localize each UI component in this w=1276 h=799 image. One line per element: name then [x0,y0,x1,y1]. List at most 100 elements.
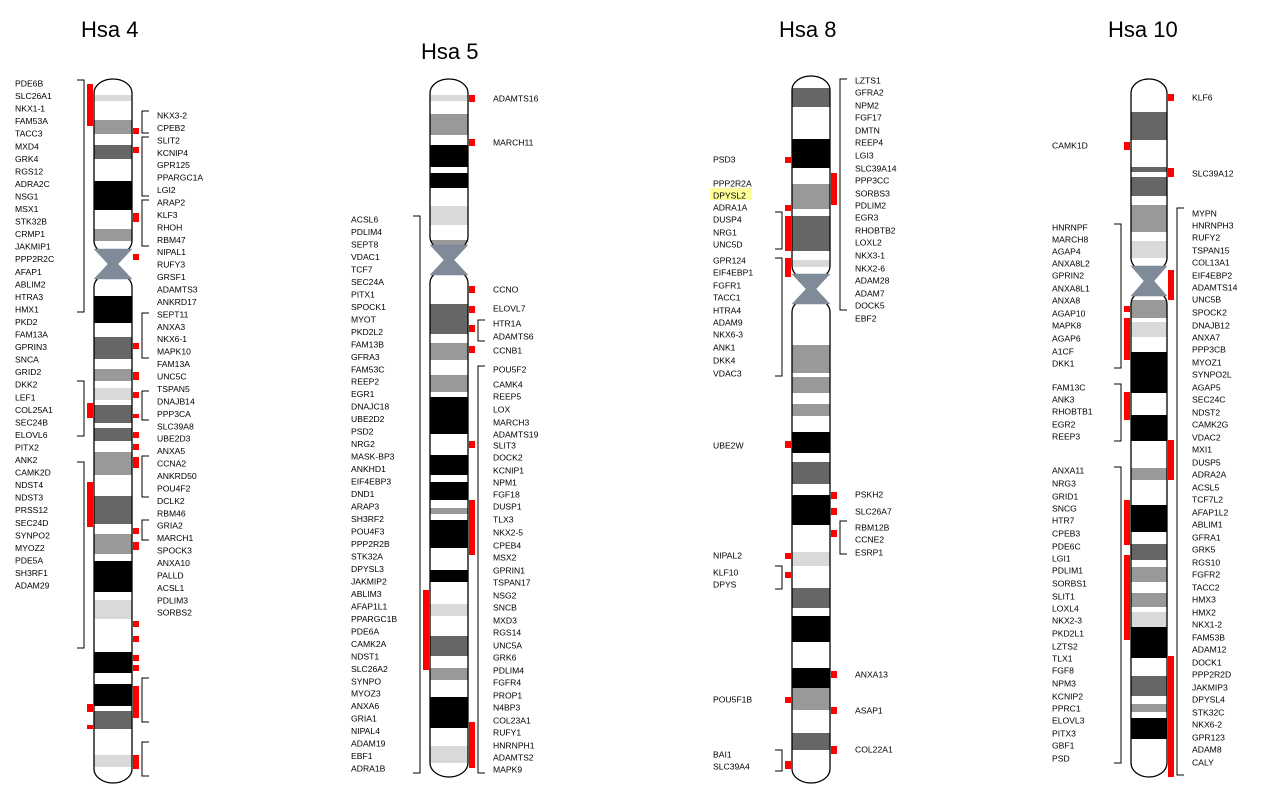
gene-label-left: PSD3 [713,155,736,165]
chromosome-band [430,636,468,656]
gene-label-right: PPP3CC [855,176,889,186]
gene-location-marker [87,403,93,418]
chromosome-band [792,345,830,373]
gene-location-marker [785,553,791,559]
gene-location-marker [133,457,139,468]
chromosome-band [792,484,830,495]
chromosome-band [94,337,132,359]
gene-label-left: VDAC3 [713,369,742,379]
chromosome-band [430,514,468,520]
gene-label-left: DPYSL3 [351,564,384,574]
gene-label-right: TSPAN15 [1192,246,1230,256]
gene-location-marker [133,147,139,153]
chromosome-band [94,554,132,561]
gene-label-left: DPYS [713,580,737,590]
gene-label-right: TCF7L2 [1192,495,1223,505]
centromere [93,248,133,280]
chromosome-band [1131,140,1167,167]
gene-label-left: UBE2D2 [351,414,385,424]
gene-label-right: POU5F2 [493,365,527,375]
gene-group-bracket [141,199,149,247]
gene-location-marker [1124,142,1130,150]
chromosome-band [792,139,830,168]
gene-location-marker [469,325,475,332]
gene-label-right: RUFY1 [493,728,521,738]
gene-label-right: ADAM8 [1192,745,1222,755]
gene-group-bracket [1114,223,1122,369]
chromosome-band [430,582,468,604]
gene-label-right: ADAM12 [1192,645,1227,655]
gene-label-left: SYNPO2 [15,530,50,540]
gene-label-left: NKX1-1 [15,104,45,114]
gene-label-left: ELOVL3 [1052,716,1085,726]
gene-label-right: FGF17 [855,113,882,123]
chromosome-band [94,400,132,405]
gene-label-left: NDST4 [15,480,43,490]
gene-location-marker [469,441,475,448]
gene-label-right: KLF6 [1192,93,1213,103]
gene-label-right: PPP2R2D [1192,670,1231,680]
chromosome-band [792,416,830,432]
gene-label-left: CAMK2A [351,639,387,649]
gene-location-marker [133,343,139,349]
gene-label-right: SLIT3 [493,441,516,451]
gene-group-bracket [141,136,149,197]
gene-label-left: SNCA [15,355,39,365]
gene-label-right: UNC5B [1192,295,1221,305]
chromosome-band [1131,593,1167,607]
gene-label-right: FAM13A [157,359,190,369]
chromosome-band [792,404,830,416]
chromosome-band [94,561,132,592]
gene-label-right: ELOVL7 [493,304,526,314]
chromosome-band [1131,241,1167,258]
gene-label-left: PPARGC1B [351,614,397,624]
chromosome-band [792,525,830,552]
gene-label-left: LZTS2 [1052,642,1078,652]
gene-location-marker [133,444,139,450]
gene-group-bracket [839,520,847,555]
gene-label-right: NKX2-5 [493,528,523,538]
chromosome-band [430,304,468,320]
chromosome-band [94,79,132,95]
chromosome-band [430,167,468,173]
gene-location-marker [423,590,429,670]
gene-label-left: NRG3 [1052,479,1076,489]
gene-label-right: SLC39A12 [1192,169,1234,179]
gene-label-right: PDLIM4 [493,666,524,676]
gene-label-left: NDST1 [351,651,379,661]
chromosome-band [94,101,132,120]
gene-label-left: SEC24D [15,518,48,528]
gene-label-right: CCNA2 [157,459,186,469]
gene-label-right: GPR125 [157,160,190,170]
gene-label-right: RBM46 [157,508,186,518]
gene-label-left: KCNIP2 [1052,692,1083,702]
gene-label-left: VDAC1 [351,252,380,262]
gene-label-left: MYOZ2 [15,543,45,553]
chromosome-hsa4: PDE6B SLC26A1 NKX1-1 FAM53A TACC3 MXD4 GRK4 RGS… [15,78,203,784]
gene-group-bracket [477,365,485,774]
gene-label-right: ADAMTS19 [493,430,539,440]
chromosome-band [1131,205,1167,232]
gene-label-left: AFAP1 [15,267,42,277]
gene-label-left: ANXA11 [1052,466,1085,476]
gene-label-right: CPEB4 [493,541,521,551]
chromosome-band [1131,112,1167,140]
chromosome-band [792,668,830,688]
chromosome-band [94,145,132,159]
gene-label-right: NKX3-1 [855,251,885,261]
gene-group-bracket [77,461,85,649]
gene-label-right: HMX2 [1192,608,1216,618]
gene-label-right: DNAJB14 [157,396,195,406]
chromosome-band [1131,532,1167,544]
gene-label-left: SLC26A2 [351,664,388,674]
gene-location-marker [1124,306,1130,312]
gene-group-bracket [477,319,485,342]
gene-label-right: MYOZ1 [1192,358,1222,368]
gene-label-right: UBE2D3 [157,434,191,444]
gene-group-bracket [141,110,149,134]
gene-location-marker [133,655,139,661]
gene-label-left: GRID1 [1052,492,1078,502]
gene-location-marker [133,414,139,418]
gene-label-left: REEP3 [1052,432,1080,442]
gene-label-right: RHOBTB2 [855,226,896,236]
